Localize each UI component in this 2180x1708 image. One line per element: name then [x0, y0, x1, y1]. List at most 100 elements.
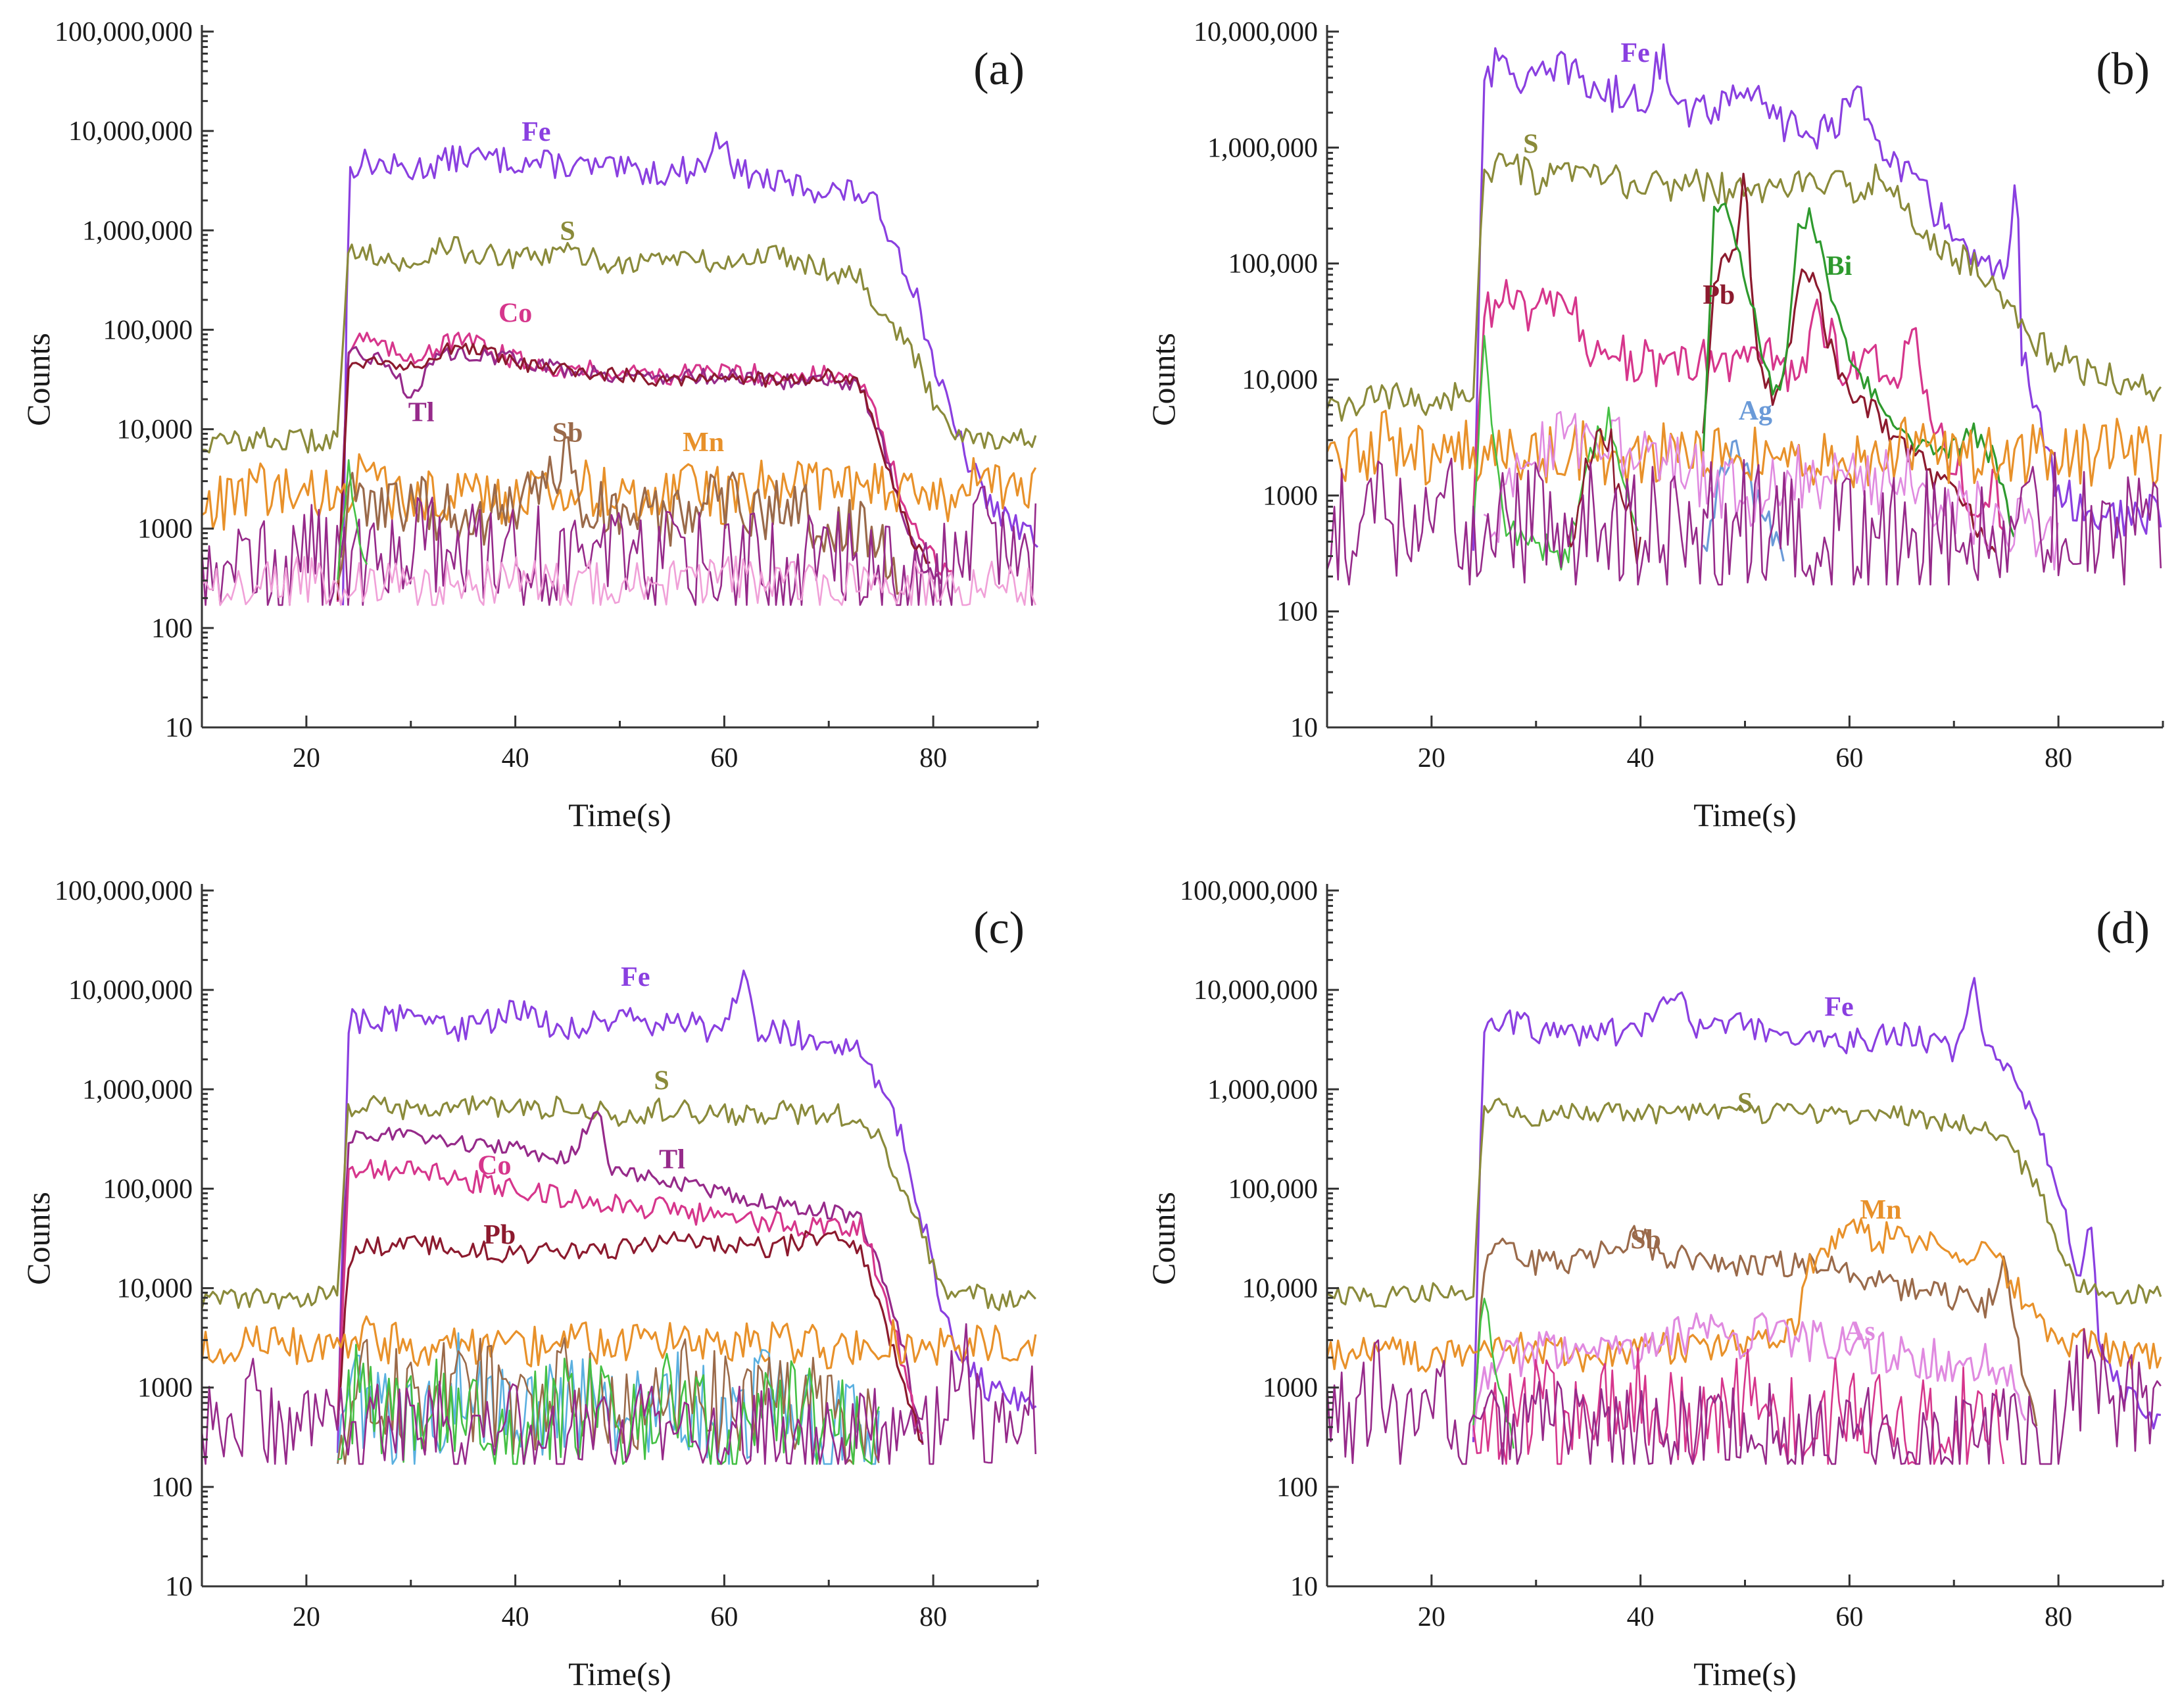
series-as [1472, 1312, 2027, 1438]
series-s [201, 1095, 1036, 1311]
series-co [1472, 279, 2004, 531]
series-label-sb: Sb [1630, 1225, 1661, 1255]
panel-c: 10 100 1000 10,000 100,000 1,000,000 10,000,00… [20, 876, 1039, 1692]
axes: 10 100 1000 10,000 100,000 1,000,000 10,000,00… [20, 17, 1039, 833]
x-tick-label: 20 [293, 743, 320, 773]
panel-a: 10 100 1000 10,000 100,000 1,000,000 10,000,00… [20, 17, 1039, 833]
y-tick-label: 100 [151, 1473, 193, 1503]
x-tick-label: 80 [919, 1602, 947, 1632]
y-tick-label: 1,000,000 [1207, 133, 1318, 163]
axes: 10 100 1000 10,000 100,000 1,000,000 10,000,00… [1145, 17, 2164, 833]
x-tick-label: 40 [1627, 1602, 1655, 1632]
series-label-fe: Fe [1621, 38, 1650, 68]
y-tick-label: 10,000,000 [68, 116, 193, 147]
series-fe [341, 132, 1039, 606]
x-tick-label: 80 [919, 743, 947, 773]
series-label-co: Co [477, 1150, 511, 1181]
series-background-10 [201, 1323, 1037, 1465]
y-tick-label: 100,000 [1228, 249, 1319, 280]
y-tick-label: 10 [165, 713, 193, 743]
series-traces [1326, 43, 2162, 586]
panel-tag: (d) [2096, 903, 2150, 954]
x-axis-title: Time(s) [1693, 1655, 1797, 1692]
y-tick-label: 10,000 [117, 415, 193, 445]
x-axis-title: Time(s) [1693, 796, 1797, 833]
x-axis-title: Time(s) [568, 796, 671, 833]
y-axis-title: Counts [20, 1192, 57, 1285]
series-pb [336, 342, 931, 600]
series-mn [1326, 1218, 2162, 1373]
series-background-8 [201, 485, 1037, 606]
series-labels: Fe S Co Tl Sb Mn [408, 117, 724, 458]
panel-d: 10 100 1000 10,000 100,000 1,000,000 10,000,00… [1145, 876, 2164, 1692]
series-label-fe: Fe [1824, 992, 1853, 1022]
series-fe [1472, 977, 2162, 1442]
series-labels: Fe S Bi Pb Ag [1523, 38, 1853, 426]
series-background-10 [1566, 427, 1641, 564]
series-background-10 [201, 555, 1037, 606]
axes: 10 100 1000 10,000 100,000 1,000,000 10,000,00… [1145, 876, 2164, 1692]
series-sb [1472, 1225, 2038, 1427]
series-pb [1702, 172, 1997, 553]
y-tick-label: 10,000,000 [1194, 975, 1318, 1006]
series-ag [1702, 439, 1785, 562]
series-label-tl: Tl [659, 1145, 685, 1175]
panel-b: 10 100 1000 10,000 100,000 1,000,000 10,000,00… [1145, 17, 2164, 833]
series-background-9 [337, 1344, 880, 1465]
series-background-8 [1326, 1328, 2162, 1465]
y-tick-label: 10,000 [117, 1274, 193, 1304]
y-axis-title: Counts [20, 333, 57, 426]
y-tick-label: 10 [1290, 1572, 1318, 1602]
y-tick-label: 1,000,000 [82, 216, 193, 246]
series-label-pb: Pb [1703, 280, 1735, 310]
y-tick-label: 100,000,000 [1180, 876, 1318, 906]
x-tick-label: 80 [2045, 1602, 2072, 1632]
series-fe [336, 969, 1037, 1453]
series-background-7 [1472, 1347, 2004, 1465]
panel-tag: (b) [2096, 44, 2150, 95]
y-tick-label: 100,000 [1228, 1174, 1319, 1204]
y-tick-label: 10,000,000 [1194, 17, 1318, 47]
series-label-ag: Ag [1739, 396, 1772, 426]
x-tick-label: 60 [710, 743, 738, 773]
series-labels: Fe S Sb Mn As [1630, 992, 1901, 1346]
x-tick-label: 60 [1835, 1602, 1863, 1632]
series-label-pb: Pb [483, 1220, 516, 1250]
x-tick-label: 80 [2045, 743, 2072, 773]
y-tick-label: 10,000,000 [68, 975, 193, 1006]
y-tick-label: 10 [1290, 713, 1318, 743]
series-traces [201, 132, 1039, 606]
y-tick-label: 100,000,000 [55, 876, 193, 906]
panel-tag: (c) [973, 903, 1025, 954]
x-tick-label: 40 [502, 743, 529, 773]
y-tick-label: 100 [151, 614, 193, 644]
series-mn [201, 1315, 1037, 1370]
x-tick-label: 20 [1418, 743, 1445, 773]
series-label-tl: Tl [408, 398, 435, 428]
x-tick-label: 60 [710, 1602, 738, 1632]
series-label-mn: Mn [1860, 1195, 1902, 1225]
series-mn [201, 453, 1037, 531]
x-axis-title: Time(s) [568, 1655, 671, 1692]
x-tick-label: 60 [1835, 743, 1863, 773]
series-label-as: As [1845, 1317, 1876, 1347]
series-label-co: Co [498, 298, 532, 328]
series-labels: Fe S Co Tl Pb [477, 962, 685, 1250]
y-tick-label: 100 [1276, 1473, 1318, 1503]
y-tick-label: 100,000 [103, 1174, 193, 1204]
series-tl [336, 1110, 924, 1446]
series-background-11 [1326, 451, 2162, 586]
x-tick-label: 40 [502, 1602, 529, 1632]
y-tick-label: 1000 [1263, 1373, 1318, 1403]
series-s [201, 235, 1037, 454]
series-co [336, 1159, 923, 1435]
series-traces [1326, 977, 2162, 1465]
y-tick-label: 1000 [137, 1373, 193, 1403]
series-co [336, 331, 952, 602]
x-tick-label: 20 [293, 1602, 320, 1632]
y-tick-label: 10,000 [1242, 365, 1319, 395]
series-label-s: S [1523, 129, 1538, 159]
series-label-s: S [560, 216, 575, 247]
axes: 10 100 1000 10,000 100,000 1,000,000 10,000,00… [20, 876, 1039, 1692]
